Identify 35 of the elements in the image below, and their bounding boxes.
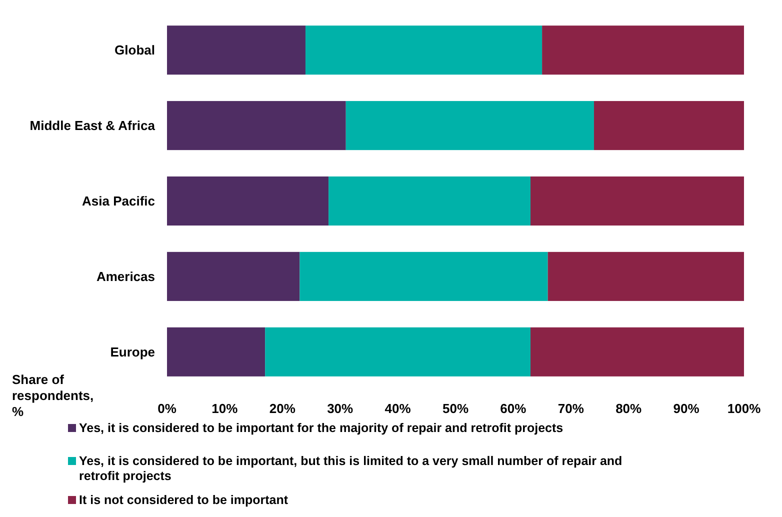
x-axis-title: Share of respondents, %	[12, 372, 94, 419]
legend-label: Yes, it is considered to be important, but this is limited to a very small number of repair and retrofit projects	[79, 454, 622, 483]
x-tick-label: 60%	[500, 401, 527, 416]
bar	[530, 327, 744, 376]
bar	[594, 101, 744, 150]
y-tick-label: Global	[114, 42, 155, 58]
x-tick-label: 40%	[384, 401, 412, 416]
bar	[167, 26, 306, 75]
x-tick-label: 100%	[727, 401, 762, 416]
y-tick-label: Middle East & Africa	[30, 118, 156, 134]
bar	[167, 101, 346, 150]
bar	[167, 252, 300, 301]
x-tick-label: 0%	[158, 401, 177, 416]
bar	[530, 176, 744, 226]
bar	[167, 327, 266, 376]
x-tick-label: 30%	[327, 401, 354, 416]
x-tick-label: 10%	[212, 401, 238, 416]
bar	[300, 252, 548, 301]
bar	[328, 176, 531, 226]
x-tick-label: 90%	[673, 401, 700, 416]
x-tick-label: 50%	[442, 401, 469, 416]
y-tick-label: Europe	[110, 344, 155, 360]
bar	[265, 327, 531, 376]
bar	[346, 101, 594, 150]
bar	[548, 252, 744, 301]
bar	[305, 26, 542, 75]
legend-label: Yes, it is considered to be important for the majority of repair and retrofit projects	[79, 421, 564, 435]
legend-label: It is not considered to be important	[79, 493, 289, 507]
y-tick-label: Asia Pacific	[82, 194, 155, 209]
x-tick-label: 20%	[269, 401, 296, 416]
x-tick-label: 70%	[558, 401, 584, 416]
x-tick-label: 80%	[616, 401, 642, 416]
y-tick-label: Americas	[96, 269, 155, 284]
bar	[167, 176, 329, 226]
bar	[542, 26, 744, 75]
